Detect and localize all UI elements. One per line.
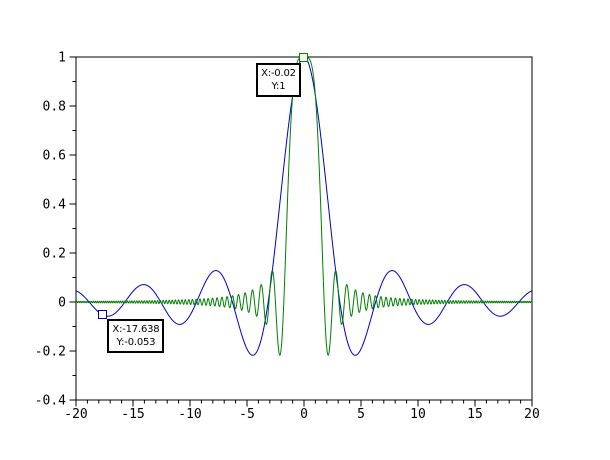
datatip[interactable]: X:-0.02 Y:1 — [256, 62, 301, 97]
datatip-y-value: Y:-0.053 — [116, 337, 156, 349]
x-tick-label: -20 — [64, 407, 87, 422]
y-tick-label: 0.8 — [43, 100, 66, 115]
datatip-marker[interactable] — [299, 52, 309, 62]
y-tick-label: 0.6 — [43, 149, 66, 164]
x-tick-label: 15 — [467, 407, 483, 422]
datatip-x-value: X:-17.638 — [112, 324, 160, 336]
y-tick-label: 0.4 — [43, 198, 67, 213]
series-line-sinc[interactable] — [75, 56, 533, 356]
y-tick-label: 1 — [58, 51, 66, 66]
y-tick-label: 0 — [58, 296, 66, 311]
datatip[interactable]: X:-17.638 Y:-0.053 — [107, 319, 165, 354]
x-tick-label: 0 — [300, 407, 308, 422]
x-tick-label: 20 — [524, 407, 540, 422]
y-tick-label: -0.4 — [35, 394, 66, 409]
x-tick-label: 5 — [357, 407, 365, 422]
x-tick-label: 10 — [410, 407, 426, 422]
y-tick-label: -0.2 — [35, 345, 66, 360]
datatip-x-value: X:-0.02 — [261, 67, 296, 79]
y-tick-label: 0.2 — [43, 247, 66, 262]
x-tick-label: -15 — [121, 407, 144, 422]
datatip-y-value: Y:1 — [271, 80, 286, 92]
x-tick-label: -5 — [239, 407, 255, 422]
x-tick-label: -10 — [178, 407, 201, 422]
datatip-marker[interactable] — [98, 310, 108, 320]
series-line-sinc_x2[interactable] — [75, 56, 533, 356]
